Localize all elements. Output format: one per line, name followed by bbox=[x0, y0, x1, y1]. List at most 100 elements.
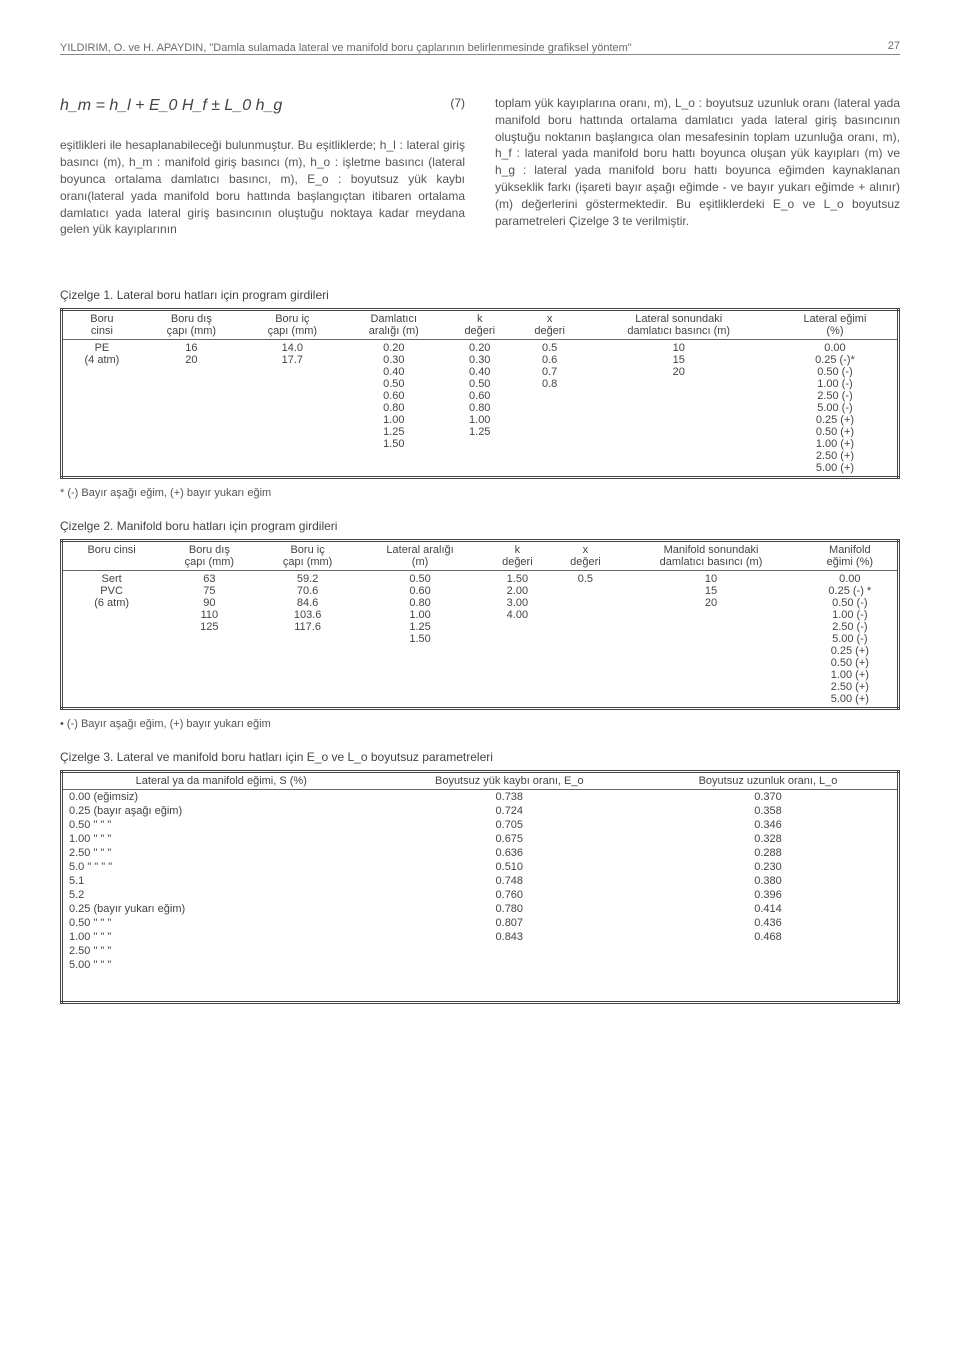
t2c0: Sert PVC (6 atm) bbox=[62, 571, 161, 709]
table1-header-row: Boru cinsi Boru dış çapı (mm) Boru iç ça… bbox=[62, 310, 899, 340]
table3-caption: Çizelge 3. Lateral ve manifold boru hatl… bbox=[60, 750, 900, 764]
table3-row: 0.00 (eğimsiz)0.7380.370 bbox=[62, 790, 899, 805]
t1h5: x değeri bbox=[515, 310, 585, 340]
table3-row: 0.50 " " "0.7050.346 bbox=[62, 818, 899, 832]
t1c2: 14.0 17.7 bbox=[242, 340, 343, 478]
table1-data-row: PE (4 atm) 16 20 14.0 17.7 0.20 0.30 0.4… bbox=[62, 340, 899, 478]
t2h2: Boru iç çapı (mm) bbox=[258, 541, 356, 571]
table3-cell: 0.414 bbox=[639, 902, 898, 916]
table3-cell: 0.760 bbox=[380, 888, 639, 902]
table3-row: 5.00 " " " bbox=[62, 958, 899, 972]
table3-row: 0.25 (bayır yukarı eğim)0.7800.414 bbox=[62, 902, 899, 916]
table3-row: 2.50 " " "0.6360.288 bbox=[62, 846, 899, 860]
table3-cell: 0.510 bbox=[380, 860, 639, 874]
table1-caption: Çizelge 1. Lateral boru hatları için pro… bbox=[60, 288, 900, 302]
table3-cell bbox=[380, 958, 639, 972]
t3h0: Lateral ya da manifold eğimi, S (%) bbox=[62, 772, 380, 790]
t2c7: 0.00 0.25 (-) * 0.50 (-) 1.00 (-) 2.50 (… bbox=[803, 571, 899, 709]
t1h6: Lateral sonundaki damlatıcı basıncı (m) bbox=[585, 310, 773, 340]
table3-cell: 5.00 " " " bbox=[62, 958, 380, 972]
table2-caption: Çizelge 2. Manifold boru hatları için pr… bbox=[60, 519, 900, 533]
table3-cell: 0.748 bbox=[380, 874, 639, 888]
table3-cell: 0.468 bbox=[639, 930, 898, 944]
page-number: 27 bbox=[888, 40, 900, 52]
equation-num: (7) bbox=[450, 95, 465, 112]
equation-7: h_m = h_l + E_0 H_f ± L_0 h_g (7) bbox=[60, 95, 465, 117]
table3-cell: 0.636 bbox=[380, 846, 639, 860]
table3-cell: 2.50 " " " bbox=[62, 944, 380, 958]
table3-cell: 0.843 bbox=[380, 930, 639, 944]
table3-cell: 0.396 bbox=[639, 888, 898, 902]
table3-cell: 0.25 (bayır aşağı eğim) bbox=[62, 804, 380, 818]
table3: Lateral ya da manifold eğimi, S (%) Boyu… bbox=[60, 770, 900, 1004]
table3-cell: 0.50 " " " bbox=[62, 818, 380, 832]
table2-data-row: Sert PVC (6 atm) 63 75 90 110 125 59.2 7… bbox=[62, 571, 899, 709]
t1h7: Lateral eğimi (%) bbox=[773, 310, 899, 340]
t2h0: Boru cinsi bbox=[62, 541, 161, 571]
table3-cell: 0.675 bbox=[380, 832, 639, 846]
table2-header-row: Boru cinsi Boru dış çapı (mm) Boru iç ça… bbox=[62, 541, 899, 571]
equation-expr: h_m = h_l + E_0 H_f ± L_0 h_g bbox=[60, 97, 282, 114]
table3-body: 0.00 (eğimsiz)0.7380.3700.25 (bayır aşağ… bbox=[62, 790, 899, 973]
table3-cell: 0.380 bbox=[639, 874, 898, 888]
citation: YILDIRIM, O. ve H. APAYDIN, "Damla sulam… bbox=[60, 42, 632, 54]
table3-cell: 0.230 bbox=[639, 860, 898, 874]
table3-cell: 0.50 " " " bbox=[62, 916, 380, 930]
t1c4: 0.20 0.30 0.40 0.50 0.60 0.80 1.00 1.25 bbox=[445, 340, 515, 478]
t2h4: k değeri bbox=[483, 541, 551, 571]
table3-row: 1.00 " " "0.8430.468 bbox=[62, 930, 899, 944]
table3-cell: 0.436 bbox=[639, 916, 898, 930]
table3-cell: 0.370 bbox=[639, 790, 898, 805]
table3-cell: 0.780 bbox=[380, 902, 639, 916]
table3-row: 2.50 " " " bbox=[62, 944, 899, 958]
table3-row: 5.10.7480.380 bbox=[62, 874, 899, 888]
table3-cell: 0.328 bbox=[639, 832, 898, 846]
table2-footnote: • (-) Bayır aşağı eğim, (+) bayır yukarı… bbox=[60, 718, 900, 730]
t2h7: Manifold eğimi (%) bbox=[803, 541, 899, 571]
table1: Boru cinsi Boru dış çapı (mm) Boru iç ça… bbox=[60, 308, 900, 479]
table3-row: 5.20.7600.396 bbox=[62, 888, 899, 902]
t1c7: 0.00 0.25 (-)* 0.50 (-) 1.00 (-) 2.50 (-… bbox=[773, 340, 899, 478]
t2c2: 59.2 70.6 84.6 103.6 117.6 bbox=[258, 571, 356, 709]
table3-cell: 0.358 bbox=[639, 804, 898, 818]
table3-row: 5.0 " " " "0.5100.230 bbox=[62, 860, 899, 874]
table3-row: 0.50 " " "0.8070.436 bbox=[62, 916, 899, 930]
left-paragraph: eşitlikleri ile hesaplanabileceği bulunm… bbox=[60, 137, 465, 238]
table3-row: 0.25 (bayır aşağı eğim)0.7240.358 bbox=[62, 804, 899, 818]
table3-cell: 0.724 bbox=[380, 804, 639, 818]
table2: Boru cinsi Boru dış çapı (mm) Boru iç ça… bbox=[60, 539, 900, 710]
t1c5: 0.5 0.6 0.7 0.8 bbox=[515, 340, 585, 478]
t1h3: Damlatıcı aralığı (m) bbox=[343, 310, 445, 340]
t2c6: 10 15 20 bbox=[619, 571, 802, 709]
table3-cell: 0.705 bbox=[380, 818, 639, 832]
t1c3: 0.20 0.30 0.40 0.50 0.60 0.80 1.00 1.25 … bbox=[343, 340, 445, 478]
page-header: YILDIRIM, O. ve H. APAYDIN, "Damla sulam… bbox=[60, 40, 900, 55]
table3-cell: 0.738 bbox=[380, 790, 639, 805]
t1h0: Boru cinsi bbox=[62, 310, 141, 340]
t2h6: Manifold sonundaki damlatıcı basıncı (m) bbox=[619, 541, 802, 571]
t3h2: Boyutsuz uzunluk oranı, L_o bbox=[639, 772, 898, 790]
table1-footnote: * (-) Bayır aşağı eğim, (+) bayır yukarı… bbox=[60, 487, 900, 499]
table3-cell: 0.25 (bayır yukarı eğim) bbox=[62, 902, 380, 916]
t2c1: 63 75 90 110 125 bbox=[160, 571, 258, 709]
header-rule bbox=[60, 54, 900, 55]
table3-cell: 1.00 " " " bbox=[62, 930, 380, 944]
t1c1: 16 20 bbox=[141, 340, 242, 478]
table3-cell: 5.1 bbox=[62, 874, 380, 888]
right-paragraph: toplam yük kayıplarına oranı, m), L_o : … bbox=[495, 95, 900, 229]
table3-row: 1.00 " " "0.6750.328 bbox=[62, 832, 899, 846]
table3-cell: 0.346 bbox=[639, 818, 898, 832]
table3-cell: 5.0 " " " " bbox=[62, 860, 380, 874]
t2c4: 1.50 2.00 3.00 4.00 bbox=[483, 571, 551, 709]
t2h1: Boru dış çapı (mm) bbox=[160, 541, 258, 571]
body-columns: h_m = h_l + E_0 H_f ± L_0 h_g (7) eşitli… bbox=[60, 95, 900, 238]
table3-cell bbox=[380, 944, 639, 958]
left-column: h_m = h_l + E_0 H_f ± L_0 h_g (7) eşitli… bbox=[60, 95, 465, 238]
table3-cell: 0.00 (eğimsiz) bbox=[62, 790, 380, 805]
t1c0: PE (4 atm) bbox=[62, 340, 141, 478]
table3-cell: 0.288 bbox=[639, 846, 898, 860]
table3-cell: 2.50 " " " bbox=[62, 846, 380, 860]
table3-blank-row bbox=[62, 972, 899, 1002]
t2h3: Lateral aralığı (m) bbox=[357, 541, 484, 571]
table3-cell: 1.00 " " " bbox=[62, 832, 380, 846]
